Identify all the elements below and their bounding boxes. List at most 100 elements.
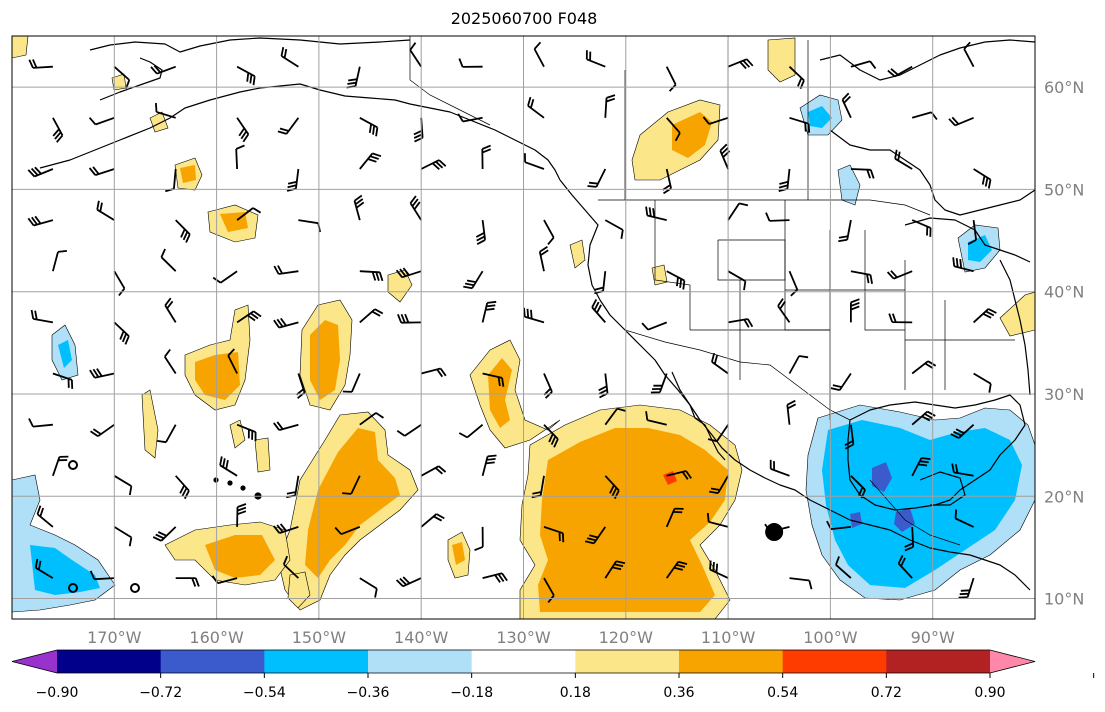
lon-label: 120°W [599, 628, 654, 647]
border-us-mexico [624, 329, 851, 421]
wind-barb [113, 475, 133, 496]
colorbar-tick-label: 0.72 [871, 685, 902, 701]
wind-barb [850, 298, 860, 323]
colorbar-tick-label: 0.90 [974, 685, 1005, 701]
positive-anomaly-hawaii-west-core [195, 352, 240, 400]
wind-barb [973, 372, 992, 393]
wind-barb [420, 465, 447, 477]
wind-barb [342, 475, 361, 495]
wind-barb [28, 418, 53, 428]
wind-barb [841, 92, 852, 119]
wind-barb [273, 523, 299, 534]
wind-barb [273, 421, 299, 431]
wind-barb [27, 166, 54, 178]
positive-anomaly-central-core [305, 428, 400, 578]
wind-barb [227, 348, 238, 374]
wind-barb [585, 50, 606, 68]
wind-barb [533, 41, 545, 68]
lat-label: 40°N [1044, 283, 1084, 302]
wind-barb [850, 60, 877, 69]
colorbar-segment [160, 650, 265, 673]
negative-anomaly-gulf-strong-3 [850, 512, 862, 528]
positive-anomaly-small-9 [254, 437, 271, 473]
colorbar-segment [368, 650, 473, 673]
wind-barb [954, 509, 974, 528]
coastline-yucatan [919, 471, 966, 506]
border-alaska-canada [409, 36, 491, 126]
wind-barb [359, 577, 378, 598]
wind-barb [482, 572, 508, 583]
map-title: 2025060700 F048 [450, 9, 598, 28]
wind-barb [897, 555, 913, 579]
wind-barb [90, 423, 115, 437]
lat-label: 50°N [1044, 180, 1084, 199]
wind-barb [413, 117, 424, 143]
wind-barb [645, 411, 667, 426]
wind-barb [666, 270, 686, 290]
wind-barb [152, 526, 177, 542]
location-marker [765, 523, 784, 542]
colorbar-tick-label: −0.90 [36, 685, 79, 701]
wind-barb [458, 424, 484, 439]
wind-barb [911, 457, 931, 477]
wind-barb [89, 368, 115, 379]
wind-barb [830, 372, 852, 391]
wind-barb [950, 424, 975, 439]
wind-barb [665, 560, 688, 579]
wind-barb [604, 94, 616, 118]
wind-barb [475, 219, 486, 245]
wind-barb [777, 298, 791, 323]
colorbar-tick-label: 0.18 [560, 685, 591, 701]
wind-barb [888, 313, 913, 324]
wind-barb [789, 116, 811, 133]
wind-barb [359, 152, 382, 170]
positive-anomaly-southwest-core [205, 535, 275, 578]
wind-barb [904, 526, 915, 552]
wind-barb [967, 219, 977, 245]
wind-barb [236, 310, 262, 324]
wind-barb [951, 463, 974, 477]
wind-barb [524, 153, 545, 170]
wind-barb [769, 459, 790, 477]
wind-barb [409, 195, 422, 221]
wind-barb [604, 475, 620, 500]
wind-barb [527, 96, 545, 119]
colorbar-ticks: −0.90 −0.72 −0.54 −0.36 −0.18 0.18 0.36 0.54 0.7… [36, 673, 1095, 701]
wind-barb [727, 270, 747, 291]
wind-barb [353, 194, 365, 221]
wind-barb [543, 424, 559, 448]
wind-barb [219, 456, 238, 477]
wind-barb [334, 526, 361, 536]
wind-barb [156, 424, 177, 444]
wind-barb [474, 526, 484, 552]
wind-barb [778, 168, 791, 192]
wind-barb [27, 215, 54, 227]
positive-anomaly-canada-core [672, 112, 712, 158]
wind-barb [587, 168, 607, 188]
wind-barb [420, 159, 447, 171]
lon-label: 140°W [394, 628, 449, 647]
wind-barb [395, 267, 422, 279]
positive-anomaly-small-6 [651, 264, 668, 286]
wind-barb [604, 407, 627, 426]
wind-barb [36, 505, 54, 528]
negative-anomaly-west-pacific-core [30, 545, 100, 595]
calm-circle-2 [68, 583, 78, 593]
colorbar-tick-label: −0.54 [243, 685, 286, 701]
wind-barb [641, 321, 668, 331]
wind-barb [273, 265, 299, 275]
wind-barb [523, 307, 545, 324]
wind-barb [52, 250, 68, 272]
wind-barb [88, 166, 115, 176]
wind-barb [838, 219, 852, 243]
lon-label: 150°W [292, 628, 347, 647]
lat-label: 30°N [1044, 385, 1084, 404]
colorbar-segment [264, 650, 369, 673]
colorbar-outline [11, 649, 1036, 674]
wind-barb [666, 117, 681, 142]
lat-label: 60°N [1044, 78, 1084, 97]
wind-barb [650, 373, 668, 394]
wind-barb [175, 475, 190, 500]
wind-barb [420, 367, 447, 378]
